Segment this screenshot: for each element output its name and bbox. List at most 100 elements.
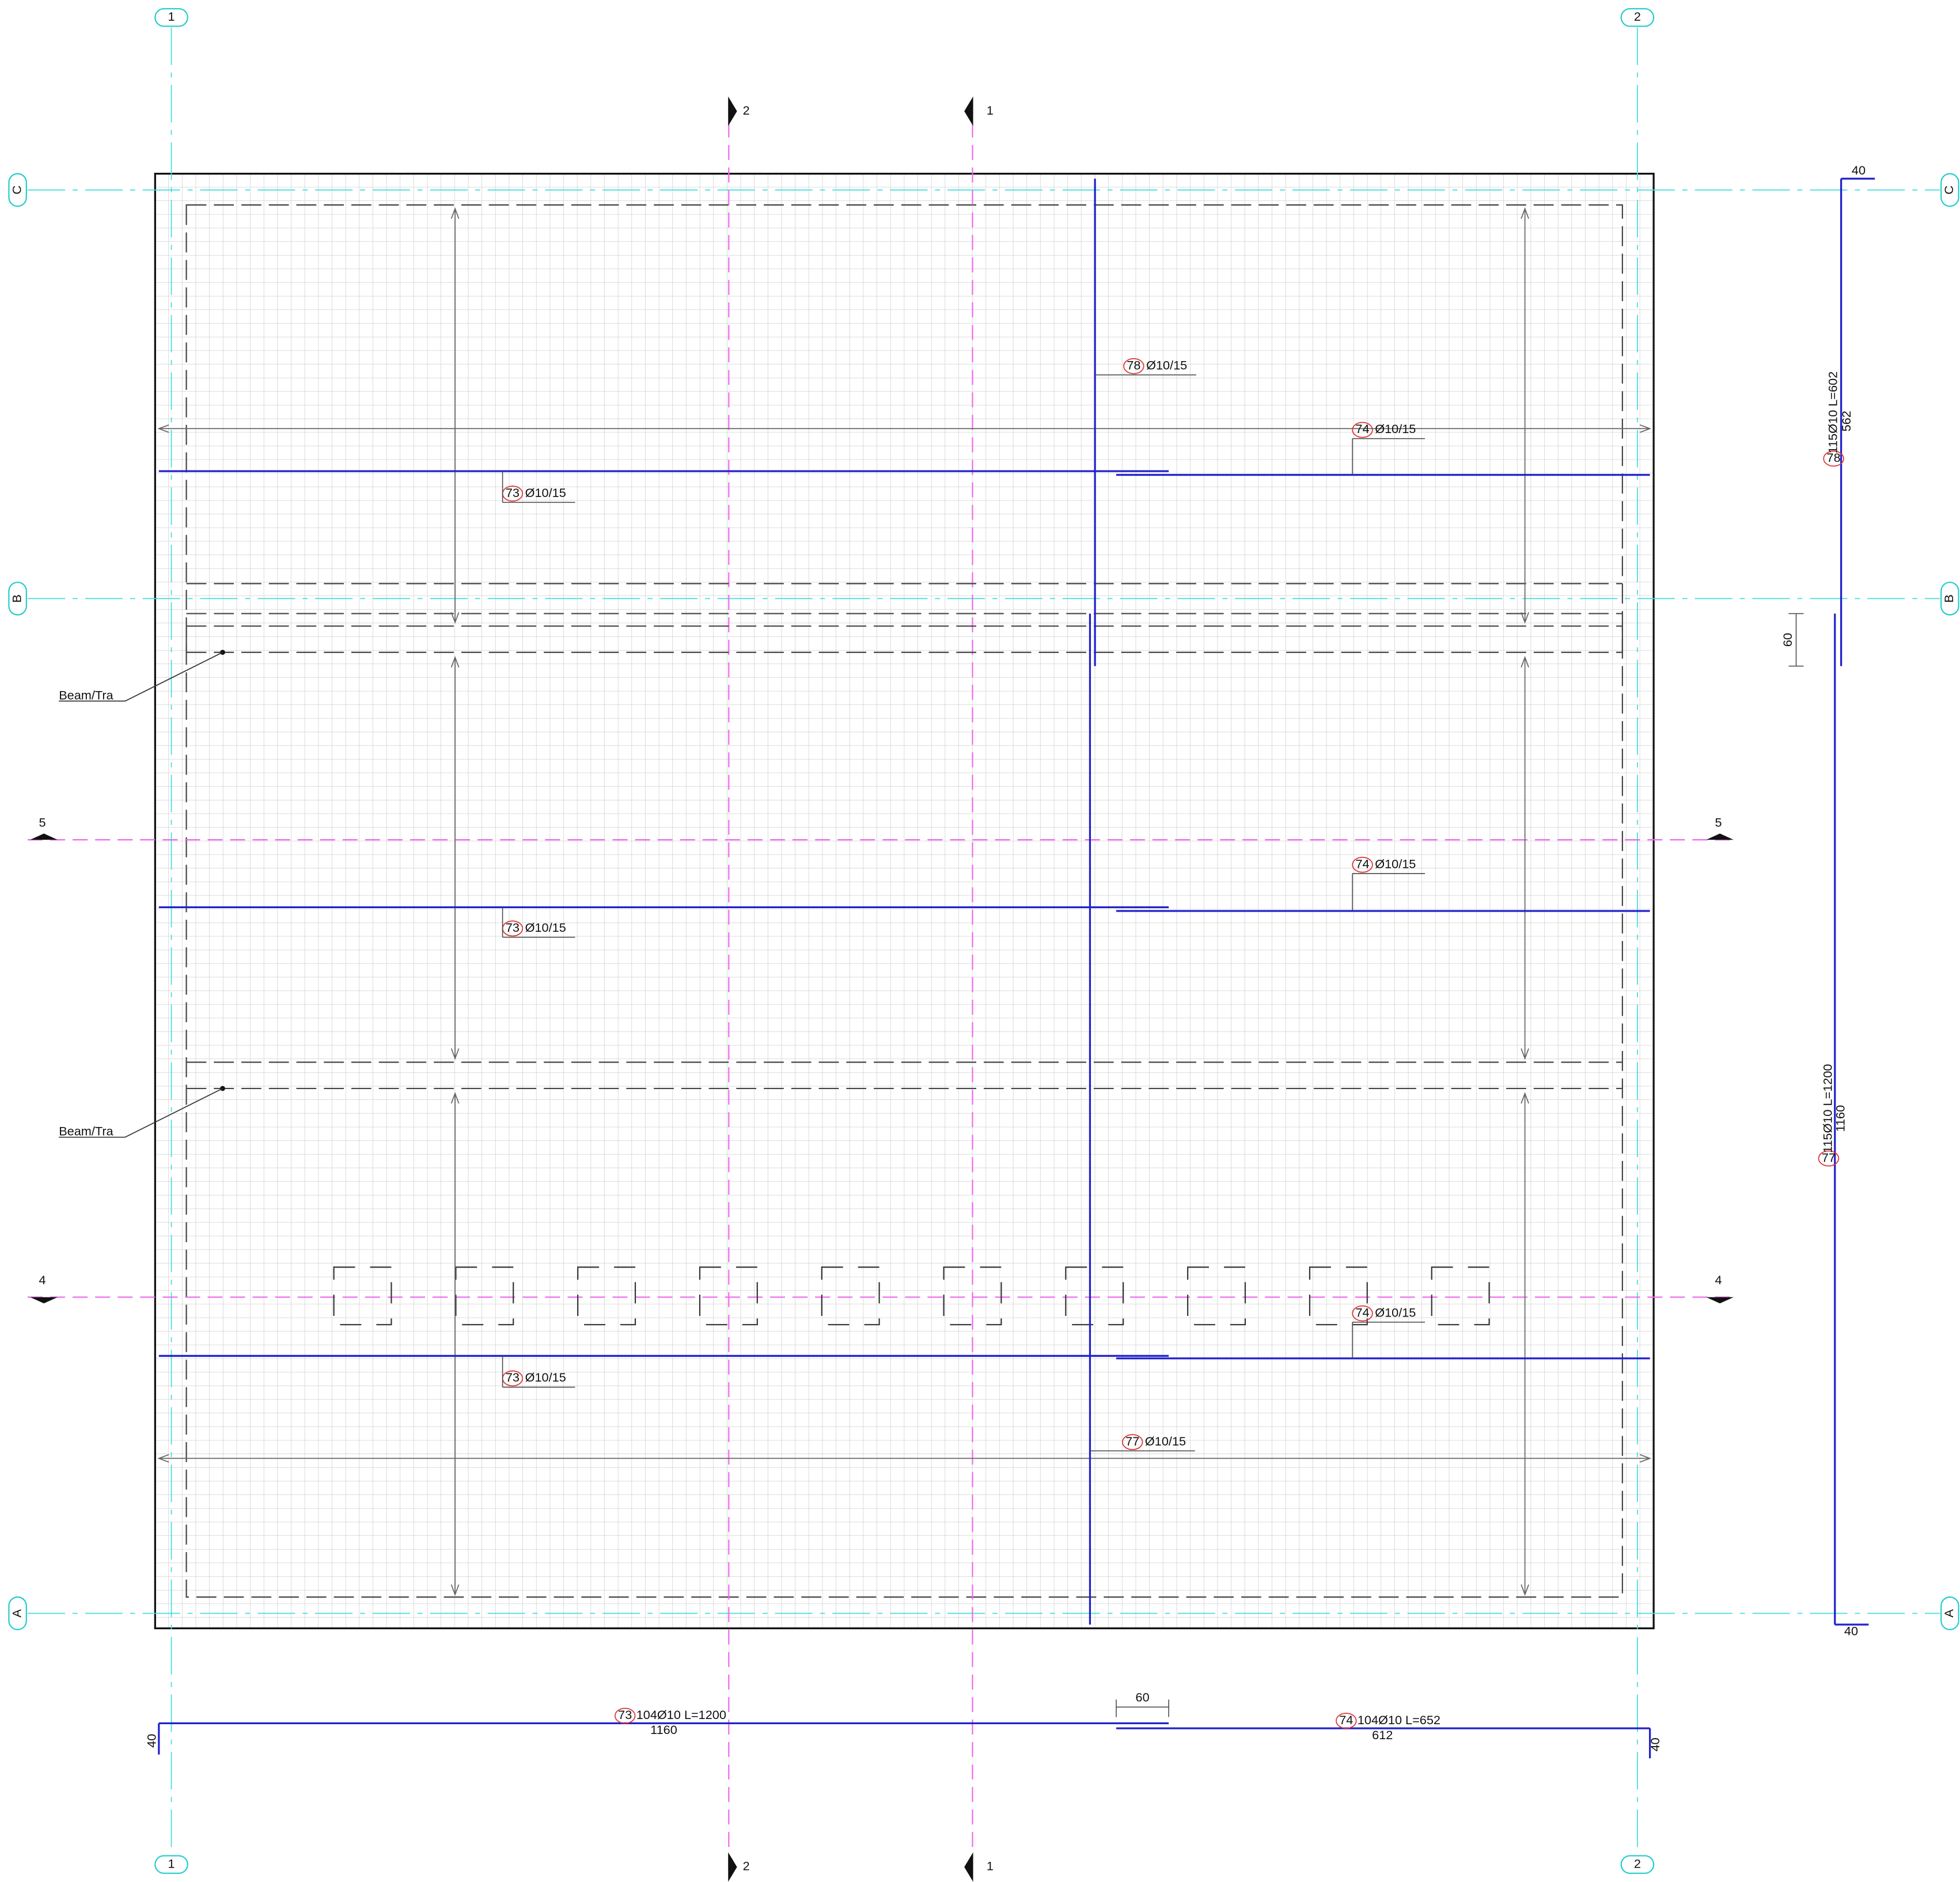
mark-ring [1123,358,1144,374]
grid-bubble [1940,582,1959,616]
arrow [450,1092,460,1596]
grid-bubble [1620,8,1655,27]
label: A [1942,1609,1956,1618]
label: 60 [1780,633,1795,647]
grid-bubble [154,1855,188,1874]
grid-bubble [8,582,27,616]
mark-ring [1336,1713,1357,1729]
section-mark [964,96,973,126]
opening [1187,1266,1246,1326]
label: Beam/Tra [59,688,113,702]
label: 5 [1715,815,1722,830]
label: 2 [743,103,750,117]
label: 60 [1136,1690,1150,1705]
label: 1 [168,1856,175,1870]
label: Ø10/15 [525,920,566,935]
opening [699,1266,758,1326]
leader [59,651,223,702]
label: 74 [1355,1305,1369,1319]
label: 40 [1844,1624,1858,1638]
label: 562 [1839,411,1853,431]
grid-bubble [154,8,188,27]
mark-ring [1352,1305,1373,1322]
label: Ø10/15 [1145,1434,1186,1448]
label: Ø10/15 [525,1370,566,1384]
label: C [9,185,24,195]
arrow [157,424,1652,433]
label: Ø10/15 [1375,422,1416,436]
label: 40 [145,1734,159,1748]
label: 78 [1127,358,1140,373]
leader [502,1356,575,1388]
label: 73 [506,1370,520,1384]
leader [59,1088,223,1138]
label: 4 [39,1273,46,1287]
section-mark [728,96,737,126]
label: 115Ø10 L=602 [1825,371,1840,454]
opening [1065,1266,1124,1326]
label: 74 [1355,856,1369,871]
label: 115Ø10 L=1200 [1821,1064,1835,1153]
arrow [450,655,460,1060]
opening [577,1266,636,1326]
label: 612 [1372,1728,1393,1742]
label: 73 [506,920,520,935]
label: 4 [1715,1273,1722,1287]
label: 1 [987,103,994,117]
label: 73 [506,485,520,500]
label: 2 [743,1859,750,1873]
mark-ring [614,1708,636,1724]
opening [1309,1266,1368,1326]
label: Ø10/15 [525,485,566,500]
label: A [9,1609,24,1618]
section-mark [1706,1297,1734,1304]
mark-ring [1818,1150,1840,1167]
label: 40 [1852,163,1866,177]
mark-ring [1823,450,1844,467]
label: 104Ø10 L=1200 [636,1708,726,1722]
label: C [1942,185,1956,195]
label: 40 [1648,1737,1662,1751]
label: 73 [618,1708,632,1722]
grid-bubble [8,173,27,207]
label: 104Ø10 L=652 [1358,1713,1440,1727]
label: Ø10/15 [1375,1305,1416,1319]
grid-bubble [1620,1855,1655,1874]
mark-ring [1352,856,1373,873]
leader [1352,438,1426,475]
label: 2 [1634,1856,1641,1870]
opening [821,1266,880,1326]
section-mark [30,1297,58,1304]
label: Beam/Tra [59,1124,113,1139]
label: 2 [1634,9,1641,24]
leader [502,907,575,938]
opening [943,1266,1002,1326]
section-mark [30,833,58,840]
label: 1160 [650,1722,677,1737]
label: B [9,594,24,602]
label: 1 [987,1859,994,1873]
label: 1160 [1833,1105,1847,1132]
leader [1352,873,1426,911]
section-mark [1706,833,1734,840]
arrow [1521,207,1529,624]
label: 1 [168,9,175,24]
slab-inner [185,204,1623,1598]
grid-bubble [1940,1596,1959,1630]
label: 74 [1355,422,1369,436]
label: 77 [1822,1150,1836,1164]
label: Ø10/15 [1375,856,1416,871]
mark-ring [1122,1434,1143,1451]
label: 77 [1125,1434,1139,1448]
arrow [1521,655,1529,1060]
grid-bubble [1940,173,1959,207]
opening [333,1266,392,1326]
leader [1352,1322,1426,1359]
arrow [1521,1092,1529,1596]
arrow [450,207,460,624]
label: 5 [39,815,46,830]
opening [455,1266,514,1326]
section-mark [728,1852,737,1882]
